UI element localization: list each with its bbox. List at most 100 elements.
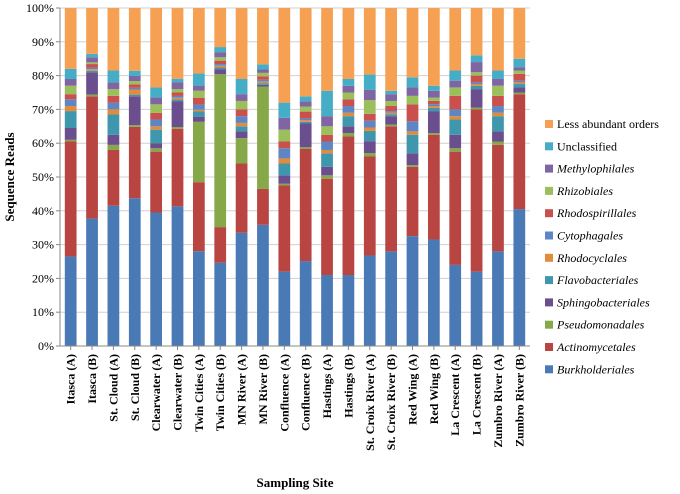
bar-segment [278,8,291,103]
bar-segment [235,232,248,346]
bar-segment [299,111,312,119]
x-tick-label: Clearwater (A) [149,354,163,431]
bar-segment [492,112,504,117]
bar-segment [427,90,440,98]
bar-segment [278,129,291,142]
bar-segment [192,111,205,117]
bar-segment [342,99,355,107]
y-tick-label: 30% [32,238,54,252]
bar-segment [470,84,483,86]
bar-segment [342,136,355,276]
bar-segment [385,106,398,112]
x-tick-label: Zumbro River (A) [491,354,505,448]
bar-segment [235,122,248,127]
legend-label: Actinomycetales [556,340,636,354]
bar-segment [150,148,163,152]
legend-swatch [545,365,553,374]
bar-segment [385,100,398,107]
x-tick-label: Clearwater (B) [171,354,185,431]
x-tick-label: Zumbro River (B) [512,354,526,447]
bar-segment [171,95,184,98]
bar-segment [107,205,120,346]
bar-segment [299,106,312,112]
bar-stack-8 [235,8,248,346]
bar-segment [449,80,462,88]
bar-segment [513,8,526,59]
bar-stack-3 [128,8,141,346]
bar-segment [128,75,141,82]
bar-segment [470,107,483,110]
bar-segment [299,261,312,346]
bar-segment [257,188,269,225]
legend: Less abundant orders Unclassified Methylop… [545,117,659,376]
bar-segment [86,69,98,71]
bar-segment [150,97,163,105]
y-tick-label: 40% [32,204,54,218]
bar-segment [513,84,526,88]
legend-item: Methylophilales [545,162,635,176]
bar-segment [107,134,120,145]
bar-segment [406,121,419,132]
bar-segment [257,81,269,84]
bar-segment [150,151,163,213]
legend-item: Sphingobacteriales [545,295,650,309]
bar-segment [64,106,77,112]
bar-segment [385,114,398,117]
legend-swatch [545,320,553,329]
bar-segment [321,134,333,142]
bar-segment [128,125,141,127]
bar-segment [235,131,248,139]
bar-stack-2 [107,8,120,346]
bar-segment [385,112,398,115]
bar-segment [150,112,163,120]
bar-segment [385,251,398,346]
bar-segment [278,271,291,346]
bar-stack-11 [299,8,312,346]
bar-segment [321,153,333,167]
bar-segment [513,67,526,71]
x-tick-label: St. Cloud (B) [128,354,142,421]
bar-segment [321,8,333,91]
y-tick-label: 80% [32,69,54,83]
bar-stack-7 [214,8,227,346]
bar-stack-16 [406,8,419,346]
bar-segment [278,148,291,159]
bar-segment [150,212,163,346]
y-tick-label: 100% [26,1,54,15]
bar-segment [278,158,291,164]
bar-segment [385,124,398,127]
legend-label: Rhodospirillales [556,206,637,220]
bar-segment [299,147,312,149]
y-tick-label: 70% [32,102,54,116]
axes [56,7,530,350]
bar-segment [86,67,98,70]
bar-segment [385,126,398,252]
bar-stack-19 [470,8,483,346]
bar-segment [470,72,483,76]
bar-segment [470,82,483,85]
bar-segment [513,70,526,74]
legend-swatch [545,142,553,151]
bar-segment [321,126,333,135]
bar-segment [128,8,141,71]
bar-segment [427,133,440,135]
bar-segment [385,94,398,101]
bar-segment [427,100,440,105]
legend-label: Unclassified [557,139,617,153]
bar-stack-20 [492,8,504,346]
legend-item: Actinomycetales [545,340,636,354]
bar-segment [64,139,77,142]
bar-segment [449,116,462,120]
legend-label: Cytophagales [557,229,623,243]
x-tick-label: MN River (A) [235,354,249,425]
bar-segment [128,89,141,95]
x-axis-title: Sampling Site [257,475,334,490]
x-tick-label: Red Wing (A) [406,354,420,425]
bar-segment [513,87,526,93]
legend-label: Methylophilales [556,162,635,176]
bar-segment [406,166,419,237]
bar-segment [321,166,333,176]
bar-segment [513,80,526,83]
bar-segment [235,116,248,123]
bar-segment [278,175,291,184]
